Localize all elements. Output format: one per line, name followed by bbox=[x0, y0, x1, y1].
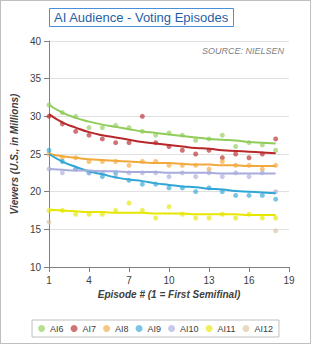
svg-text:4: 4 bbox=[86, 275, 92, 286]
svg-text:Episode # (1 = First Semifinal: Episode # (1 = First Semifinal) bbox=[98, 289, 241, 300]
svg-text:SOURCE: NIELSEN: SOURCE: NIELSEN bbox=[202, 46, 285, 56]
svg-text:7: 7 bbox=[126, 275, 132, 286]
svg-text:25: 25 bbox=[30, 149, 42, 160]
svg-text:AI10: AI10 bbox=[180, 324, 199, 334]
svg-text:35: 35 bbox=[30, 73, 42, 84]
svg-text:AI Audience - Voting Episodes: AI Audience - Voting Episodes bbox=[54, 10, 229, 25]
svg-text:AI8: AI8 bbox=[115, 324, 129, 334]
svg-text:20: 20 bbox=[30, 186, 42, 197]
svg-text:10: 10 bbox=[163, 275, 175, 286]
svg-text:AI6: AI6 bbox=[50, 324, 64, 334]
svg-text:Viewers (U.S., in Millions): Viewers (U.S., in Millions) bbox=[9, 93, 20, 214]
svg-text:30: 30 bbox=[30, 111, 42, 122]
svg-text:16: 16 bbox=[243, 275, 255, 286]
svg-text:40: 40 bbox=[30, 36, 42, 47]
svg-text:AI12: AI12 bbox=[254, 324, 273, 334]
svg-text:1: 1 bbox=[46, 275, 52, 286]
svg-text:AI11: AI11 bbox=[218, 324, 236, 334]
svg-text:AI9: AI9 bbox=[148, 324, 162, 334]
svg-text:AI7: AI7 bbox=[83, 324, 97, 334]
svg-text:19: 19 bbox=[283, 275, 295, 286]
svg-text:15: 15 bbox=[30, 224, 42, 235]
svg-text:13: 13 bbox=[203, 275, 215, 286]
svg-text:10: 10 bbox=[30, 262, 42, 273]
